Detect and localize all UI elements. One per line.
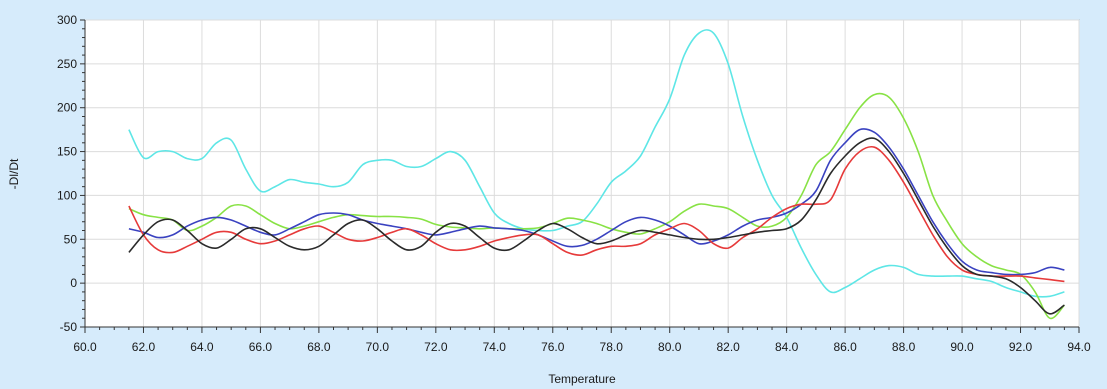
y-axis: 300 250 200 150 100 50 0 -50	[57, 13, 86, 334]
x-axis: 60.0 62.0 64.0 66.0 68.0 70.0 72.0 74.0 76.0 78.0…	[73, 326, 1091, 354]
series-line-0	[128, 29, 1065, 298]
series-line-1	[128, 92, 1065, 320]
x-tick-label: 68.0	[307, 340, 331, 354]
x-tick-label: 66.0	[249, 340, 273, 354]
x-tick-label: 80.0	[658, 340, 682, 354]
x-axis-title: Temperature	[548, 372, 616, 386]
x-tick-label: 74.0	[483, 340, 507, 354]
x-tick-label: 86.0	[833, 340, 857, 354]
series-line-2	[128, 128, 1065, 276]
grid-lines	[84, 19, 1080, 328]
x-tick-label: 62.0	[132, 340, 156, 354]
y-axis-title: -Dl/Dt	[7, 158, 21, 189]
x-tick-label: 76.0	[541, 340, 565, 354]
x-tick-label: 82.0	[716, 340, 740, 354]
y-tick-label: -50	[60, 320, 78, 334]
series-line-4	[128, 137, 1065, 315]
x-tick-label: 84.0	[775, 340, 799, 354]
x-tick-label: 88.0	[892, 340, 916, 354]
x-tick-label: 90.0	[950, 340, 974, 354]
y-tick-label: 100	[57, 188, 77, 202]
x-tick-label: 60.0	[73, 340, 97, 354]
plot-area	[84, 19, 1080, 328]
y-tick-label: 300	[57, 13, 77, 27]
x-tick-label: 94.0	[1067, 340, 1091, 354]
series-line-3	[128, 145, 1065, 283]
y-tick-label: 0	[70, 276, 77, 290]
y-tick-label: 50	[64, 232, 78, 246]
x-tick-label: 78.0	[600, 340, 624, 354]
x-tick-label: 70.0	[366, 340, 390, 354]
y-tick-label: 200	[57, 101, 77, 115]
series-group	[128, 29, 1065, 320]
x-tick-label: 92.0	[1009, 340, 1033, 354]
x-tick-label: 64.0	[190, 340, 214, 354]
y-tick-label: 150	[57, 145, 77, 159]
x-tick-label: 72.0	[424, 340, 448, 354]
y-tick-label: 250	[57, 57, 77, 71]
